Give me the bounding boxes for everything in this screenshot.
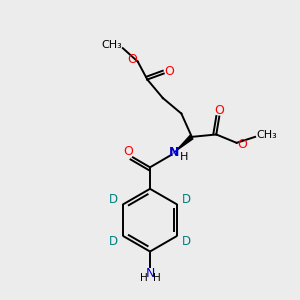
Text: O: O xyxy=(214,104,224,117)
Text: CH₃: CH₃ xyxy=(256,130,277,140)
Text: H: H xyxy=(140,273,147,284)
Polygon shape xyxy=(172,135,194,155)
Text: O: O xyxy=(237,138,247,151)
Text: H: H xyxy=(153,273,160,284)
Text: O: O xyxy=(123,145,133,158)
Text: O: O xyxy=(128,53,137,66)
Text: O: O xyxy=(164,65,174,78)
Text: H: H xyxy=(180,152,188,162)
Text: D: D xyxy=(182,193,191,206)
Text: N: N xyxy=(169,146,179,159)
Text: CH₃: CH₃ xyxy=(101,40,122,50)
Text: D: D xyxy=(109,193,119,206)
Text: D: D xyxy=(109,235,119,248)
Text: D: D xyxy=(182,235,191,248)
Text: N: N xyxy=(145,267,155,280)
